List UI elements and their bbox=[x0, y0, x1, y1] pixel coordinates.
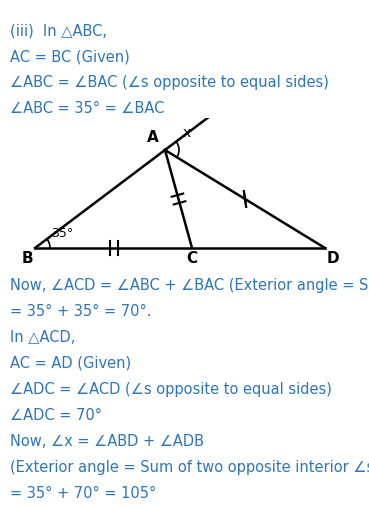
Text: In △ACD,: In △ACD, bbox=[10, 330, 75, 345]
Text: ∠ADC = 70°: ∠ADC = 70° bbox=[10, 408, 102, 423]
Text: = 35° + 70° = 105°: = 35° + 70° = 105° bbox=[10, 486, 156, 501]
Text: (Exterior angle = Sum of two opposite interior ∠s): (Exterior angle = Sum of two opposite in… bbox=[10, 460, 369, 475]
Text: AC = AD (Given): AC = AD (Given) bbox=[10, 356, 131, 371]
Text: A: A bbox=[147, 130, 159, 145]
Text: ∠ABC = ∠BAC (∠s opposite to equal sides): ∠ABC = ∠BAC (∠s opposite to equal sides) bbox=[10, 75, 329, 90]
Text: Now, ∠x = ∠ABD + ∠ADB: Now, ∠x = ∠ABD + ∠ADB bbox=[10, 434, 204, 449]
Text: ∠ABC = 35° = ∠BAC: ∠ABC = 35° = ∠BAC bbox=[10, 101, 164, 116]
Text: C: C bbox=[186, 251, 197, 266]
Text: 35°: 35° bbox=[51, 227, 73, 240]
Text: x: x bbox=[183, 126, 191, 140]
Text: AC = BC (Given): AC = BC (Given) bbox=[10, 49, 130, 64]
Text: = 35° + 35° = 70°.: = 35° + 35° = 70°. bbox=[10, 304, 152, 319]
Text: ∠ADC = ∠ACD (∠s opposite to equal sides): ∠ADC = ∠ACD (∠s opposite to equal sides) bbox=[10, 382, 332, 397]
Text: B: B bbox=[21, 251, 33, 266]
Text: D: D bbox=[327, 251, 339, 266]
Text: (iii)  In △ABC,: (iii) In △ABC, bbox=[10, 23, 107, 38]
Text: Now, ∠ACD = ∠ABC + ∠BAC (Exterior angle = Sum): Now, ∠ACD = ∠ABC + ∠BAC (Exterior angle … bbox=[10, 278, 369, 293]
